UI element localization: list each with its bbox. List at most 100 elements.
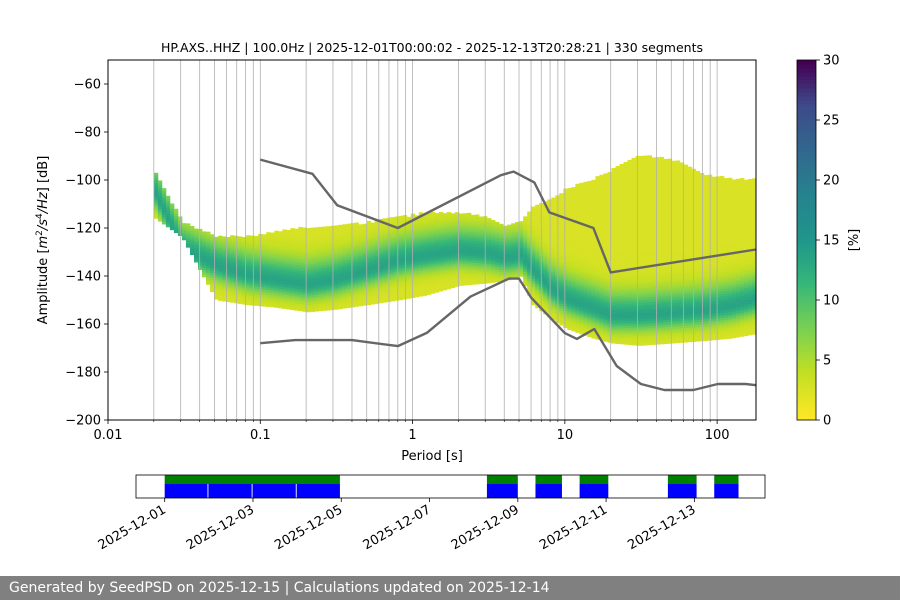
psd-cell (306, 297, 311, 301)
psd-cell (454, 257, 460, 261)
psd-cell (434, 244, 440, 247)
psd-cell (643, 186, 649, 190)
psd-cell (262, 301, 267, 305)
psd-cell (450, 263, 456, 267)
psd-cell (398, 285, 404, 289)
psd-cell (438, 214, 444, 218)
psd-cell (655, 245, 661, 249)
psd-cell (611, 309, 616, 313)
psd-cell (366, 223, 372, 226)
psd-cell (599, 208, 604, 212)
psd-cell (266, 253, 271, 257)
psd-cell (246, 242, 251, 246)
psd-cell (579, 211, 584, 215)
psd-cell (639, 271, 644, 274)
psd-cell (655, 171, 661, 175)
psd-cell (595, 305, 600, 309)
psd-cell (414, 236, 420, 240)
psd-cell (394, 221, 400, 224)
psd-cell (659, 274, 665, 278)
psd-cell (643, 285, 649, 288)
psd-cell (153, 184, 159, 188)
psd-cell (157, 199, 163, 203)
psd-cell (294, 295, 299, 299)
psd-cell (583, 261, 588, 264)
psd-cell (454, 281, 460, 285)
psd-cell (450, 237, 456, 241)
psd-cell (462, 217, 468, 221)
psd-cell (210, 253, 215, 257)
psd-cell (474, 262, 480, 266)
psd-cell (643, 201, 649, 204)
psd-cell (643, 249, 649, 252)
psd-cell (571, 247, 576, 250)
psd-cell (210, 236, 215, 240)
psd-cell (446, 238, 452, 242)
psd-cell (394, 274, 400, 277)
psd-cell (507, 251, 512, 254)
psd-cell (559, 286, 564, 290)
psd-cell (631, 237, 636, 240)
psd-cell (579, 331, 584, 335)
psd-cell (306, 230, 311, 234)
psd-cell (511, 244, 516, 248)
psd-cell (290, 242, 295, 246)
psd-cell (318, 229, 323, 232)
psd-cell (491, 220, 496, 223)
psd-cell (270, 271, 275, 274)
psd-cell (470, 238, 476, 242)
psd-cell (290, 256, 295, 260)
psd-cell (619, 231, 624, 234)
psd-cell (639, 163, 644, 166)
psd-cell (603, 329, 608, 333)
psd-cell (595, 336, 600, 340)
psd-cell (370, 299, 376, 303)
psd-cell (354, 241, 359, 245)
psd-cell (631, 198, 636, 202)
psd-cell (651, 311, 657, 314)
psd-cell (282, 265, 287, 269)
psd-cell (607, 260, 612, 264)
psd-cell (262, 239, 267, 242)
psd-cell (322, 279, 327, 283)
psd-cell (442, 246, 448, 250)
psd-cell (318, 231, 323, 235)
psd-cell (587, 231, 592, 234)
psd-cell (238, 267, 243, 271)
psd-cell (523, 228, 528, 232)
psd-cell (414, 251, 420, 255)
psd-cell (659, 185, 665, 189)
psd-cell (591, 311, 596, 315)
psd-cell (274, 259, 279, 263)
psd-cell (362, 300, 367, 304)
psd-cell (454, 240, 460, 244)
psd-figure: HP.AXS..HHZ | 100.0Hz | 2025-12-01T00:00… (35, 40, 862, 553)
psd-cell (551, 247, 556, 251)
psd-cell (615, 209, 620, 212)
psd-cell (583, 277, 588, 281)
psd-cell (643, 165, 649, 168)
psd-cell (587, 298, 592, 302)
psd-cell (434, 282, 440, 286)
psd-cell (583, 184, 588, 187)
psd-cell (611, 189, 616, 193)
psd-cell (222, 260, 227, 264)
psd-cell (434, 220, 440, 223)
psd-cell (663, 187, 669, 191)
psd-cell (639, 218, 644, 221)
psd-cell (507, 231, 512, 235)
psd-cell (370, 258, 376, 262)
psd-cell (462, 232, 468, 236)
psd-cell (422, 221, 428, 224)
psd-cell (394, 290, 400, 294)
psd-cell (210, 260, 215, 264)
psd-cell (627, 335, 632, 338)
psd-cell (583, 301, 588, 305)
psd-cell (430, 264, 436, 268)
psd-cell (350, 235, 355, 238)
psd-cell (402, 227, 408, 230)
psd-cell (547, 225, 552, 229)
psd-cell (667, 254, 673, 258)
psd-cell (531, 302, 536, 306)
psd-cell (503, 276, 508, 279)
